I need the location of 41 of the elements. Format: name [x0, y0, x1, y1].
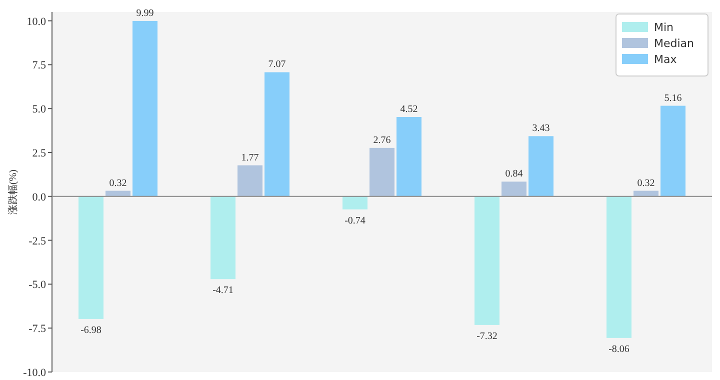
- y-tick-label: -2.5: [28, 235, 46, 248]
- legend-label: Min: [654, 21, 674, 34]
- data-label: 2.76: [373, 134, 391, 146]
- data-label: 0.32: [109, 178, 127, 189]
- bar: [606, 196, 632, 338]
- bar: [396, 117, 422, 196]
- bar: [132, 20, 158, 196]
- bar: [660, 106, 686, 196]
- bar: [238, 165, 262, 196]
- y-axis-title: 涨跌幅(%): [7, 170, 19, 214]
- y-tick-label: 2.5: [32, 147, 46, 160]
- bar: [370, 148, 394, 196]
- data-label: -8.06: [608, 344, 630, 355]
- data-label: -6.98: [80, 324, 102, 336]
- data-label: 1.77: [241, 152, 259, 164]
- bar: [502, 182, 526, 196]
- data-label: 7.07: [268, 59, 286, 70]
- bar: [528, 136, 554, 196]
- data-label: -4.71: [212, 285, 234, 296]
- data-label: 3.43: [532, 123, 550, 134]
- data-label: -7.32: [476, 330, 498, 342]
- y-tick-label: -7.5: [28, 323, 46, 336]
- bar: [474, 196, 500, 325]
- y-tick-label: 5.0: [32, 104, 46, 116]
- legend-label: Max: [654, 53, 678, 66]
- bar: [342, 196, 368, 210]
- y-tick-label: 7.5: [32, 60, 46, 72]
- data-label: -0.74: [344, 215, 366, 226]
- y-tick-label: 10.0: [26, 16, 46, 28]
- data-label: 9.99: [136, 8, 154, 19]
- y-tick-label: -10.0: [23, 367, 46, 379]
- y-tick-label: 0.0: [32, 191, 46, 204]
- bar: [264, 72, 290, 196]
- legend-label: Median: [654, 37, 694, 50]
- data-label: 0.84: [505, 168, 523, 180]
- data-label: 4.52: [400, 104, 418, 116]
- data-label: 0.32: [637, 178, 655, 189]
- bar: [210, 196, 236, 280]
- bar: [78, 196, 104, 319]
- data-label: 5.16: [664, 92, 682, 104]
- y-tick-label: -5.0: [28, 279, 46, 292]
